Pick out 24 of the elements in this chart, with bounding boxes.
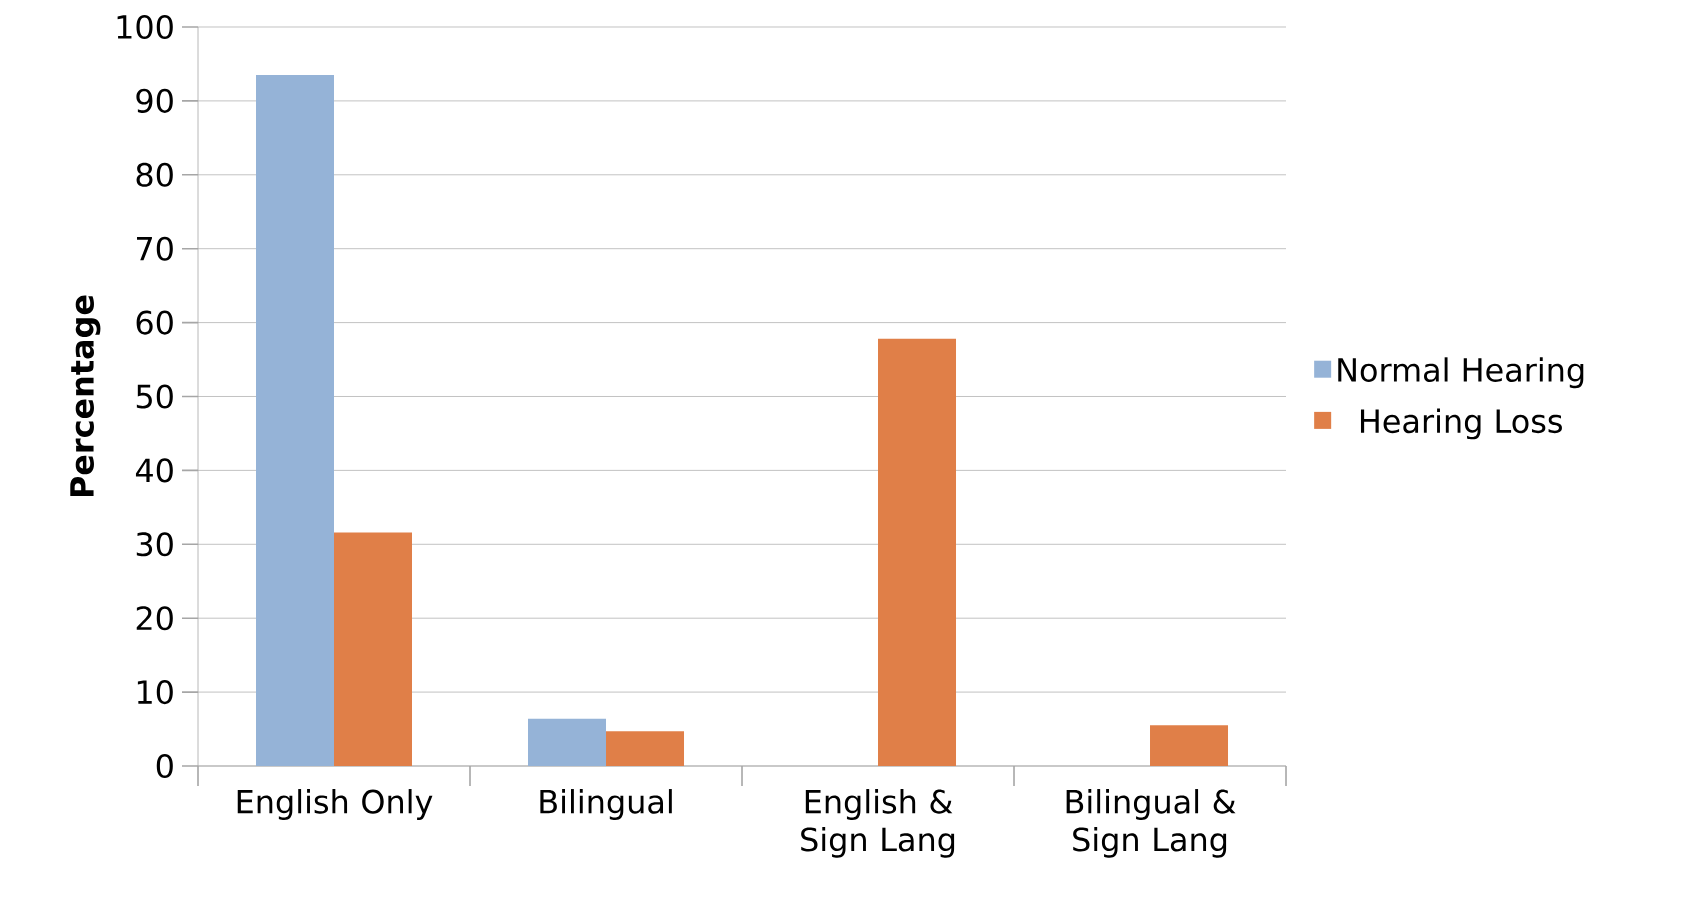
- bar: [878, 338, 957, 766]
- legend-label: Normal Hearing: [1338, 357, 1584, 389]
- y-tick-label: 80: [136, 162, 173, 187]
- y-tick-label: 70: [137, 236, 173, 261]
- legend-label: Hearing Loss: [1360, 408, 1562, 440]
- y-tick-label: 100: [117, 14, 173, 40]
- bar: [334, 532, 412, 766]
- y-tick-label: 90: [136, 88, 173, 113]
- y-tick-label: 30: [136, 532, 173, 557]
- y-axis-title: Percentage: [70, 295, 101, 497]
- x-tick-label: English & Sign Lang: [801, 789, 955, 858]
- y-tick-label: 50: [136, 384, 173, 409]
- x-tick-label: Bilingual: [540, 789, 672, 820]
- bar: [256, 75, 334, 766]
- y-tick-label: 60: [136, 310, 173, 335]
- x-tick-label: Bilingual & Sign Lang: [1066, 789, 1236, 858]
- bar: [1150, 725, 1229, 766]
- y-tick-label: 20: [136, 606, 173, 631]
- bar: [528, 718, 607, 766]
- y-tick-label: 10: [137, 680, 173, 705]
- y-tick-label: 0: [156, 753, 173, 779]
- y-tick-label: 40: [135, 458, 173, 483]
- bar: [606, 731, 685, 766]
- x-tick-label: English Only: [237, 789, 433, 820]
